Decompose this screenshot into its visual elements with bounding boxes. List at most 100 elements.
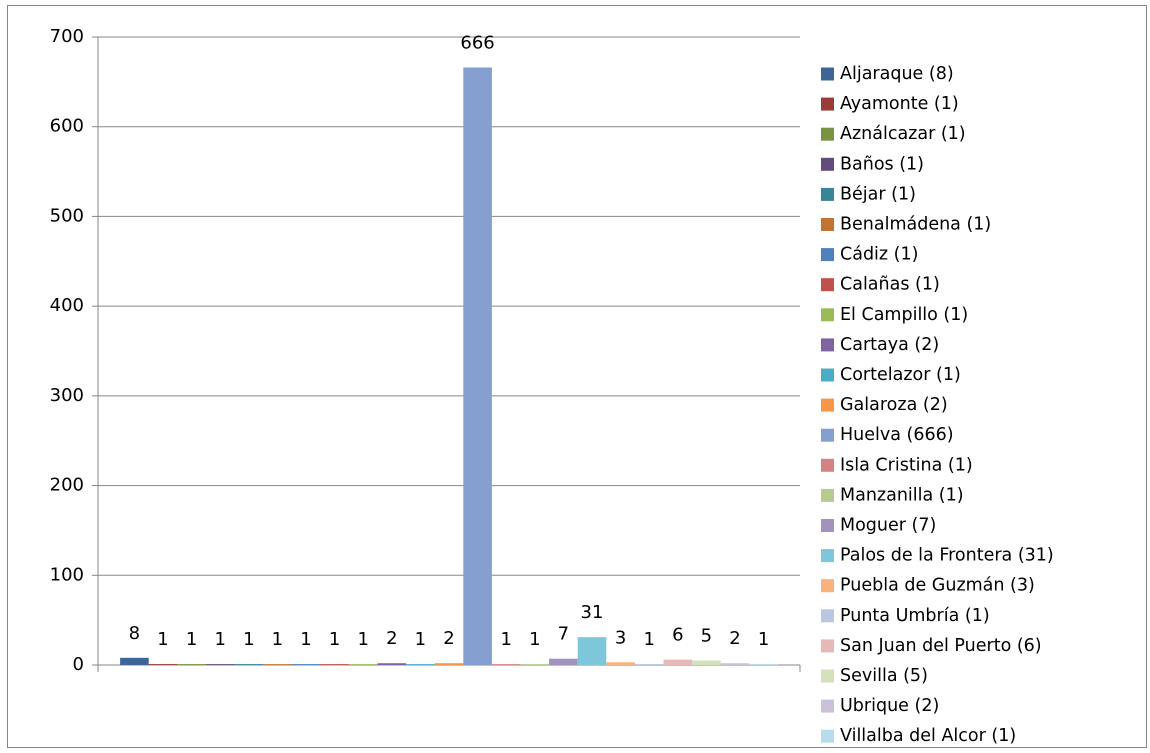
legend-label: Ayamonte (1) bbox=[840, 94, 959, 114]
y-tick-label: 600 bbox=[50, 116, 84, 137]
y-tick-label: 100 bbox=[50, 564, 84, 585]
legend-swatch bbox=[821, 278, 834, 292]
data-label: 3 bbox=[615, 627, 626, 648]
legend-swatch bbox=[821, 579, 834, 593]
data-label: 2 bbox=[729, 628, 740, 649]
data-label: 2 bbox=[443, 628, 454, 649]
legend-label: Villalba del Alcor (1) bbox=[840, 726, 1016, 746]
data-label: 1 bbox=[243, 629, 254, 650]
bar bbox=[692, 660, 721, 665]
legend-label: El Campillo (1) bbox=[840, 305, 968, 325]
legend-label: San Juan del Puerto (6) bbox=[840, 636, 1042, 656]
bar bbox=[320, 664, 349, 665]
legend-swatch bbox=[821, 368, 834, 382]
legend-swatch bbox=[821, 609, 834, 623]
data-label: 8 bbox=[129, 623, 140, 644]
legend-swatch bbox=[821, 218, 834, 231]
legend-label: Baños (1) bbox=[840, 154, 924, 174]
data-label: 1 bbox=[214, 629, 225, 650]
y-tick-label: 0 bbox=[73, 654, 84, 675]
legend-label: Puebla de Guzmán (3) bbox=[840, 576, 1035, 596]
legend-swatch bbox=[821, 157, 834, 171]
data-label: 1 bbox=[500, 629, 511, 650]
data-label: 666 bbox=[460, 33, 494, 54]
legend-swatch bbox=[821, 127, 834, 141]
legend-label: Béjar (1) bbox=[840, 184, 916, 204]
legend-label: Ubrique (2) bbox=[840, 696, 939, 716]
bar bbox=[749, 664, 778, 665]
bar bbox=[177, 664, 206, 665]
legend-swatch bbox=[821, 729, 834, 743]
legend-label: Palos de la Frontera (31) bbox=[840, 546, 1054, 566]
legend-swatch bbox=[821, 248, 834, 262]
data-label: 1 bbox=[186, 629, 197, 650]
y-tick-label: 200 bbox=[50, 475, 84, 496]
bar bbox=[234, 664, 264, 665]
bar bbox=[377, 663, 407, 665]
chart-border bbox=[7, 5, 1147, 748]
bar bbox=[549, 658, 578, 665]
legend-label: Benalmádena (1) bbox=[840, 215, 991, 235]
bar bbox=[348, 664, 378, 665]
bar bbox=[520, 664, 550, 665]
data-label: 1 bbox=[415, 629, 426, 650]
legend-swatch bbox=[821, 308, 834, 322]
bar bbox=[263, 664, 292, 665]
legend-swatch bbox=[821, 428, 834, 442]
y-tick-label: 500 bbox=[50, 205, 84, 226]
data-label: 1 bbox=[300, 629, 311, 650]
legend-label: Sevilla (5) bbox=[840, 666, 928, 686]
y-tick-label: 300 bbox=[50, 385, 84, 406]
bar bbox=[606, 662, 635, 665]
data-label: 1 bbox=[157, 629, 168, 650]
legend-label: Isla Cristina (1) bbox=[840, 455, 973, 475]
data-label: 5 bbox=[701, 626, 712, 647]
legend-swatch bbox=[821, 187, 834, 201]
data-label: 1 bbox=[758, 629, 769, 650]
bar bbox=[463, 67, 492, 665]
legend-swatch bbox=[821, 488, 834, 502]
bar bbox=[434, 663, 464, 665]
data-label: 1 bbox=[529, 629, 540, 650]
legend-label: Aználcazar (1) bbox=[840, 124, 966, 144]
legend-swatch bbox=[821, 669, 834, 683]
legend-label: Cortelazor (1) bbox=[840, 365, 961, 385]
bar bbox=[663, 659, 693, 665]
data-label: 2 bbox=[386, 628, 397, 649]
legend-label: Punta Umbría (1) bbox=[840, 606, 990, 626]
legend-label: Cartaya (2) bbox=[840, 335, 939, 355]
legend-label: Moguer (7) bbox=[840, 516, 936, 536]
bar bbox=[120, 657, 149, 665]
data-label: 7 bbox=[558, 624, 569, 645]
data-label: 1 bbox=[643, 629, 654, 650]
bar bbox=[634, 664, 664, 665]
legend-swatch bbox=[821, 639, 834, 653]
legend-swatch bbox=[821, 97, 834, 111]
legend-label: Huelva (666) bbox=[840, 425, 954, 445]
legend-swatch bbox=[821, 699, 834, 713]
y-tick-label: 400 bbox=[50, 295, 84, 316]
y-tick-label: 700 bbox=[50, 26, 84, 47]
bar bbox=[291, 664, 321, 665]
bar bbox=[205, 664, 235, 665]
data-label: 1 bbox=[272, 629, 283, 650]
data-label: 6 bbox=[672, 625, 683, 646]
legend-label: Galaroza (2) bbox=[840, 395, 948, 415]
legend-swatch bbox=[821, 67, 834, 81]
legend-swatch bbox=[821, 549, 834, 563]
data-label: 1 bbox=[329, 629, 340, 650]
bar bbox=[491, 664, 521, 665]
bar bbox=[148, 664, 178, 665]
legend-label: Aljaraque (8) bbox=[840, 64, 954, 84]
legend-swatch bbox=[821, 458, 834, 472]
legend-swatch bbox=[821, 519, 834, 532]
legend-label: Calañas (1) bbox=[840, 275, 940, 295]
bar bbox=[406, 664, 435, 665]
data-label: 1 bbox=[357, 629, 368, 650]
legend-label: Cádiz (1) bbox=[840, 245, 918, 265]
legend-swatch bbox=[821, 398, 834, 412]
data-label: 31 bbox=[581, 602, 604, 623]
legend-swatch bbox=[821, 338, 834, 352]
bar bbox=[577, 637, 607, 665]
